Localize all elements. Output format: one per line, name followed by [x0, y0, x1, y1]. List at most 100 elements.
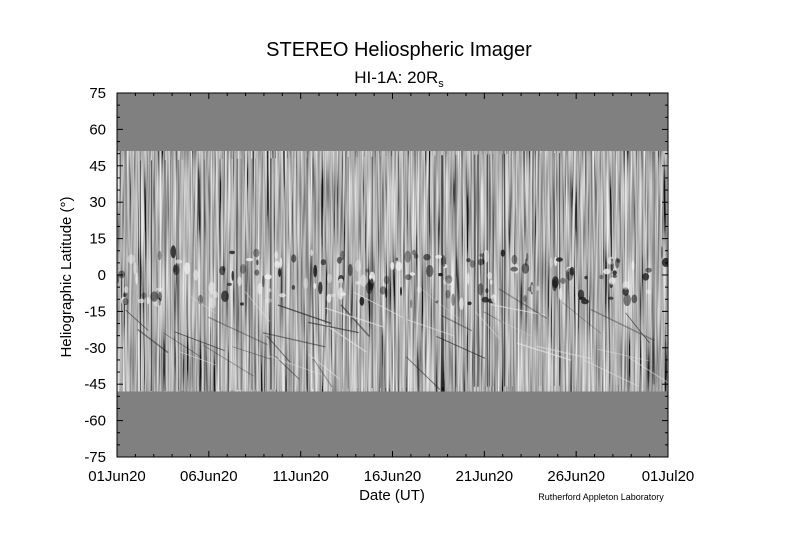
feature-blob: [197, 294, 204, 305]
track-line: [406, 319, 455, 337]
feature-blob: [359, 296, 365, 306]
feature-blob: [612, 270, 617, 276]
feature-blob: [607, 260, 615, 265]
x-tick-label: 26Jun20: [547, 468, 605, 485]
feature-blob: [385, 286, 388, 299]
track-line: [163, 332, 202, 358]
feature-blob: [245, 257, 254, 262]
feature-blob: [485, 288, 489, 294]
feature-blob: [477, 283, 484, 296]
track-line: [266, 335, 291, 363]
feature-blob: [622, 287, 629, 296]
y-tick-label: -30: [84, 340, 106, 357]
feature-blob: [612, 274, 617, 278]
track-line: [625, 312, 650, 344]
track-line: [277, 304, 332, 325]
feature-blob: [320, 259, 327, 266]
feature-blob: [608, 296, 614, 300]
subtitle-main: HI-1A: 20R: [354, 68, 438, 87]
feature-blob: [435, 300, 439, 304]
feature-blob: [581, 298, 589, 305]
feature-blob: [379, 286, 386, 295]
feature-blob: [184, 262, 190, 275]
feature-blob: [438, 272, 443, 277]
x-tick-label: 01Jul20: [642, 468, 695, 485]
track-line: [137, 328, 169, 354]
feature-blob: [584, 275, 588, 280]
feature-blob: [237, 276, 242, 287]
track-line: [208, 316, 268, 346]
feature-blob: [369, 274, 372, 280]
feature-blob: [451, 293, 455, 306]
feature-blob: [466, 258, 471, 263]
feature-blob: [368, 277, 374, 291]
feature-blob: [122, 292, 128, 297]
feature-blob: [153, 298, 161, 307]
feature-blob: [521, 263, 530, 274]
track-line: [262, 332, 326, 348]
feature-blob: [240, 302, 244, 306]
feature-blob: [327, 273, 332, 283]
equatorial-features: [117, 151, 668, 392]
track-line: [561, 302, 602, 334]
track-line: [490, 303, 546, 316]
feature-blob: [645, 267, 652, 273]
y-tick-label: 60: [89, 121, 106, 138]
feature-blob: [523, 295, 527, 303]
feature-blob: [467, 272, 470, 285]
y-tick-label: -75: [84, 449, 106, 466]
feature-blob: [229, 250, 236, 255]
data-coverage-region: [117, 151, 668, 392]
feature-blob: [253, 248, 260, 258]
feature-blob: [265, 298, 273, 303]
track-line: [436, 335, 486, 359]
track-line: [590, 308, 655, 342]
feature-blob: [469, 260, 476, 268]
feature-blob: [390, 262, 395, 270]
y-tick-label: -60: [84, 413, 106, 430]
track-line: [190, 296, 216, 314]
feature-blob: [257, 282, 262, 295]
feature-blob: [441, 255, 446, 268]
y-tick-label: 45: [89, 158, 106, 175]
feature-blob: [280, 257, 283, 268]
feature-blob: [425, 265, 434, 277]
y-tick-label: 75: [89, 85, 106, 102]
feature-blob: [558, 287, 563, 301]
feature-blob: [291, 254, 297, 263]
track-line: [597, 348, 649, 362]
feature-blob: [336, 256, 342, 264]
feature-blob: [122, 298, 129, 306]
track-line: [536, 345, 591, 360]
feature-blob: [551, 276, 559, 288]
feature-blob: [409, 272, 416, 276]
track-line: [495, 318, 532, 337]
feature-blob: [411, 249, 417, 256]
y-tick-label: -15: [84, 303, 106, 320]
feature-blob: [124, 286, 129, 294]
feature-blob: [536, 285, 540, 291]
feature-blob: [170, 245, 177, 259]
feature-blob: [262, 275, 265, 288]
feature-blob: [660, 246, 663, 259]
feature-blob: [479, 253, 484, 257]
feature-blob: [365, 268, 369, 273]
track-line: [325, 307, 384, 328]
track-line: [203, 344, 254, 377]
feature-blob: [121, 296, 127, 305]
track-line: [179, 351, 216, 366]
feature-blob: [268, 288, 272, 293]
feature-blob: [146, 297, 150, 305]
feature-blob: [193, 269, 199, 281]
track-line: [516, 342, 572, 361]
x-tick-label: 21Jun20: [456, 468, 514, 485]
feature-blob: [313, 264, 318, 278]
feature-blob: [447, 277, 453, 286]
track-line: [174, 331, 225, 351]
feature-blob: [256, 259, 259, 266]
feature-blob: [631, 260, 635, 271]
feature-blob: [410, 299, 413, 309]
feature-blob: [645, 289, 651, 294]
feature-blob: [313, 283, 317, 290]
feature-blob: [212, 291, 218, 299]
